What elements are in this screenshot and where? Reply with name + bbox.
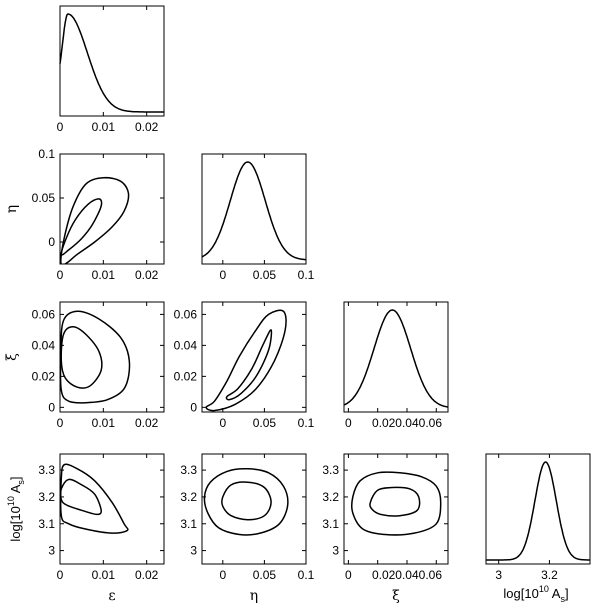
x-tick-label: 0.05 [253,268,277,282]
y-tick-label: 0.02 [32,369,56,383]
x-tick-label: 0.02 [135,120,159,134]
y-tick-label: 3.3 [180,463,197,477]
x-tick-label: 0.01 [92,568,116,582]
y-tick-label: 3.1 [38,517,55,531]
x-tick-label: 0 [57,568,64,582]
x-tick-label: 0.01 [92,416,116,430]
y-tick-label: 0.06 [32,307,56,321]
y-tick-label: 0.04 [32,338,56,352]
x-tick-label: 0 [219,268,226,282]
contours-eps-lnA [60,463,129,534]
x-axis-label-eta: η [250,588,258,604]
x-tick-label: 0 [345,568,352,582]
marginal-curve-xi [343,309,449,408]
x-tick-label: 0.1 [298,268,315,282]
contour-68 [60,198,103,256]
x-tick-label: 0 [57,120,64,134]
y-tick-label: 3 [48,544,55,558]
contour-95 [60,463,129,534]
contour-68 [221,481,272,521]
panel-eta-xi [201,301,307,413]
contour-95 [205,309,287,412]
y-tick-label: 0.05 [32,191,56,205]
y-axis-label-xi: ξ [4,353,20,361]
panel-eps-xi [59,301,165,413]
x-tick-label: 0.02 [135,568,159,582]
y-tick-label: 0.04 [174,338,198,352]
panel-eta-lnA [201,453,307,565]
contour-68 [369,486,421,517]
contours-eps-eta [60,176,130,264]
contour-68 [225,329,273,401]
y-tick-label: 3 [332,544,339,558]
x-axis-label-xi: ξ [392,588,400,604]
x-tick-label: 0.1 [298,568,315,582]
y-tick-label: 3.1 [180,517,197,531]
y-tick-label: 3.3 [322,463,339,477]
x-tick-label: 3.2 [541,568,558,582]
contour-95 [203,467,289,536]
contour-95 [60,310,131,404]
y-tick-label: 3.2 [322,490,339,504]
x-tick-label: 0.02 [135,416,159,430]
y-tick-label: 0 [48,400,55,414]
x-tick-label: 0 [219,416,226,430]
y-tick-label: 0 [48,235,55,249]
panel-lnA-marginal [485,453,591,565]
x-axis-label-lnA: log[1010 As] [503,584,568,604]
x-axis-label-eps: ε [108,588,115,604]
y-tick-label: 0 [190,400,197,414]
y-axis-label-lnA: log[1010 As] [6,476,26,541]
x-tick-label: 0 [57,268,64,282]
contour-68 [60,478,102,516]
y-tick-label: 0.02 [174,369,198,383]
x-tick-label: 0.020.040.06 [372,416,442,430]
y-axis-label-eta: η [4,205,20,213]
y-tick-label: 3.2 [180,490,197,504]
contours-eps-xi [60,310,131,404]
panel-xi-lnA [343,453,449,565]
contour-95 [350,471,442,536]
contour-95 [60,176,130,264]
marginal-curve-lnA [486,461,590,561]
y-tick-label: 3.3 [38,463,55,477]
x-tick-label: 0 [345,416,352,430]
x-tick-label: 3 [495,568,502,582]
y-tick-label: 0.06 [174,307,198,321]
marginal-curve-eps [59,13,164,113]
x-tick-label: 0.05 [253,416,277,430]
contours-eta-lnA [203,467,289,536]
marginal-curve-eta [201,161,306,261]
y-tick-label: 3.1 [322,517,339,531]
x-tick-label: 0.05 [253,568,277,582]
contour-68 [60,326,103,389]
panel-xi-marginal [343,301,449,413]
contours-eta-xi [205,309,287,412]
x-tick-label: 0.02 [135,268,159,282]
panel-eta-marginal [201,153,307,265]
y-tick-label: 3.2 [38,490,55,504]
x-tick-label: 0.1 [298,416,315,430]
contours-xi-lnA [350,471,442,536]
y-tick-label: 0.1 [38,147,55,161]
x-tick-label: 0 [57,416,64,430]
y-tick-label: 3 [190,544,197,558]
x-tick-label: 0 [219,568,226,582]
x-tick-label: 0.020.040.06 [372,568,442,582]
x-tick-label: 0.01 [92,268,116,282]
panel-eps-eta [59,153,165,265]
x-tick-label: 0.01 [92,120,116,134]
